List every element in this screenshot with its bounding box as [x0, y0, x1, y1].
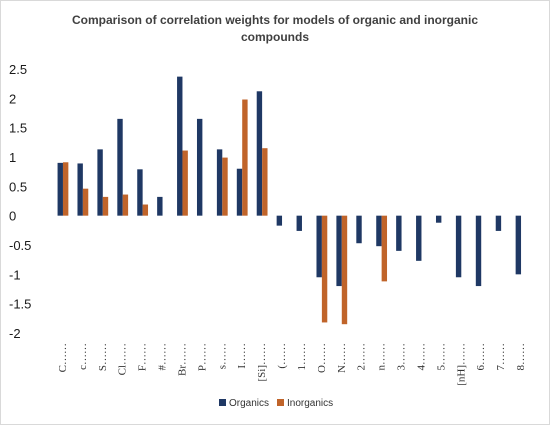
bar-inorganics-14 — [341, 215, 348, 325]
x-tick-label: 1…… — [296, 343, 308, 371]
bar-organics-11 — [276, 215, 283, 226]
bar-inorganics-4 — [142, 204, 149, 216]
bar-inorganics-3 — [122, 194, 129, 216]
x-tick-label: c…… — [77, 343, 89, 370]
bar-organics-14 — [336, 215, 342, 287]
bar-organics-13 — [316, 215, 322, 278]
x-tick-label: [Si]…… — [256, 343, 268, 382]
bar-organics-22 — [495, 215, 502, 231]
bar-inorganics-9 — [242, 99, 248, 216]
y-tick-label: 2.5 — [9, 62, 27, 77]
legend-swatch-organics — [219, 399, 226, 406]
chart-title-line-2: compounds — [241, 30, 309, 44]
bar-organics-3 — [117, 118, 123, 216]
legend: Organics Inorganics — [219, 398, 333, 409]
y-tick-label: 2 — [9, 91, 16, 106]
y-axis: 2.5 2 1.5 1 0.5 0 -0.5 -1 -1.5 -2 — [9, 62, 31, 341]
x-tick-label: (…… — [276, 343, 288, 369]
x-tick-label: 8…… — [515, 343, 527, 371]
x-tick-label: [nH]…… — [455, 343, 467, 386]
y-tick-label: 0.5 — [9, 179, 27, 194]
bar-organics-7 — [196, 118, 203, 216]
bars — [57, 76, 522, 325]
bar-organics-5 — [157, 196, 163, 216]
bar-organics-20 — [455, 215, 462, 278]
bar-organics-18 — [416, 215, 422, 261]
x-tick-label: 3…… — [396, 343, 408, 371]
bar-inorganics-16 — [381, 215, 388, 282]
bar-inorganics-13 — [321, 215, 328, 323]
x-tick-label: P…… — [196, 343, 208, 371]
bar-organics-8 — [216, 149, 223, 216]
y-tick-label: 1.5 — [9, 121, 27, 136]
bar-inorganics-8 — [222, 157, 228, 216]
bar-inorganics-0 — [62, 162, 69, 216]
x-tick-label: s…… — [216, 343, 228, 369]
bar-organics-0 — [57, 162, 63, 216]
y-tick-label: -1 — [9, 267, 21, 282]
y-tick-label: -2 — [9, 326, 21, 341]
x-tick-label: I…… — [236, 343, 248, 369]
bar-inorganics-6 — [182, 150, 188, 216]
x-tick-label: 2…… — [356, 343, 368, 371]
bar-organics-2 — [97, 149, 103, 216]
bar-organics-10 — [256, 91, 263, 216]
legend-label-organics: Organics — [229, 398, 269, 409]
x-tick-label: C…… — [57, 343, 69, 372]
x-tick-label: 5…… — [435, 343, 447, 371]
bar-organics-1 — [77, 163, 83, 216]
bar-organics-9 — [236, 168, 243, 216]
bar-inorganics-1 — [82, 188, 89, 216]
bar-inorganics-10 — [262, 148, 268, 216]
x-tick-label: 4…… — [415, 343, 427, 371]
y-tick-label: 1 — [9, 150, 16, 165]
legend-label-inorganics: Inorganics — [287, 398, 333, 409]
x-tick-label: Cl…… — [117, 343, 129, 375]
bar-organics-4 — [137, 169, 143, 216]
bar-organics-17 — [396, 215, 402, 251]
x-tick-label: O…… — [316, 343, 328, 373]
x-tick-label: 6…… — [475, 343, 487, 371]
chart-title-line-1: Comparison of correlation weights for mo… — [72, 13, 478, 27]
bar-organics-21 — [475, 215, 482, 287]
x-tick-label: F…… — [137, 343, 149, 371]
y-tick-label: -1.5 — [9, 297, 31, 312]
bar-organics-15 — [356, 215, 362, 244]
y-tick-label: 0 — [9, 209, 16, 224]
x-tick-label: n…… — [376, 343, 388, 371]
bar-inorganics-2 — [102, 196, 109, 216]
bar-organics-6 — [177, 76, 183, 216]
x-tick-label: #…… — [157, 343, 169, 371]
x-tick-label: N…… — [336, 343, 348, 373]
y-tick-label: -0.5 — [9, 238, 31, 253]
legend-swatch-inorganics — [277, 399, 284, 406]
x-tick-label: Br…… — [176, 343, 188, 376]
bar-organics-16 — [376, 215, 382, 247]
x-axis: C…… c…… S…… Cl…… F…… #…… Br…… P…… s…… I…… [Si]…… (…… — [57, 343, 527, 386]
x-tick-label: S…… — [97, 343, 109, 371]
bar-organics-12 — [296, 215, 302, 231]
x-tick-label: 7…… — [495, 343, 507, 371]
bar-organics-19 — [435, 215, 442, 223]
bar-organics-23 — [515, 215, 522, 275]
